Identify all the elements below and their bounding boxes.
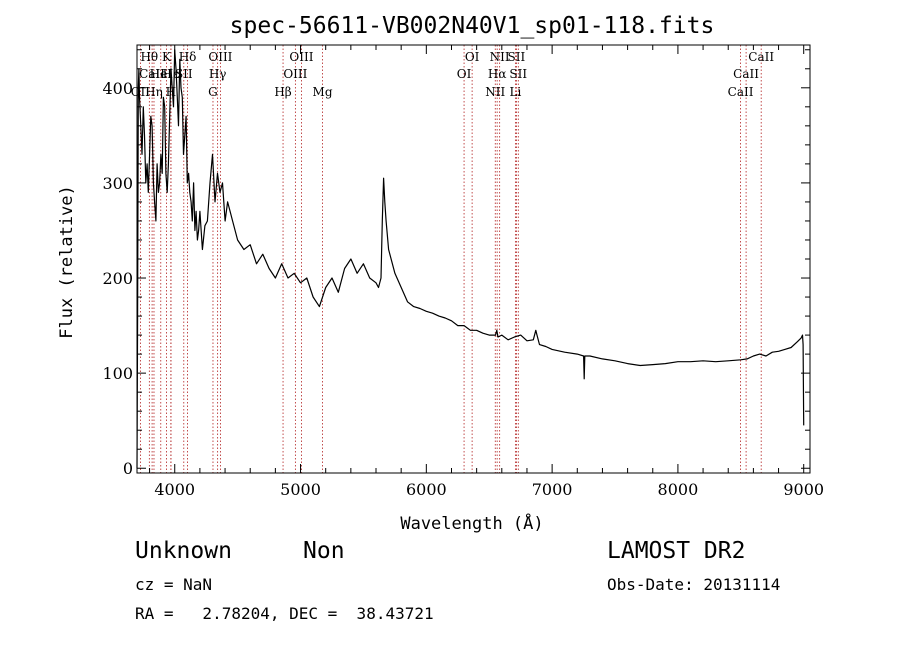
x-tick-label: 7000 <box>532 480 573 499</box>
y-axis: 0 100 200 300 400 <box>102 49 810 478</box>
y-tick-label: 300 <box>102 174 133 193</box>
line-marker-label: CaII <box>139 67 165 81</box>
line-marker-label: Hβ <box>274 85 291 99</box>
object-class: Unknown <box>135 538 232 564</box>
x-tick-label: 5000 <box>280 480 321 499</box>
x-tick-label: 4000 <box>154 480 195 499</box>
line-marker-label: NII <box>490 50 510 64</box>
x-axis: 4000 5000 6000 7000 8000 9000 <box>149 45 824 499</box>
object-subclass: Non <box>303 538 345 564</box>
line-marker-label: OII <box>131 85 151 99</box>
line-marker-label: Hγ <box>209 67 227 81</box>
y-tick-label: 200 <box>102 269 133 288</box>
x-axis-label: Wavelength (Å) <box>400 512 543 534</box>
emission-line-markers <box>139 45 762 473</box>
line-marker-label: OIII <box>283 67 307 81</box>
line-marker-label: OI <box>457 67 472 81</box>
x-tick-label: 6000 <box>406 480 447 499</box>
x-tick-label: 8000 <box>658 480 699 499</box>
line-marker-label: HeI <box>150 67 173 81</box>
y-axis-label: Flux (relative) <box>57 185 77 339</box>
line-marker-label: OI <box>465 50 480 64</box>
line-marker-label: SII <box>508 50 526 64</box>
line-marker-label: OIII <box>289 50 313 64</box>
line-marker-label: CaII <box>748 50 774 64</box>
line-marker-label: OIII <box>208 50 232 64</box>
plot-frame <box>136 44 811 474</box>
line-marker-label: Hθ <box>140 50 158 64</box>
line-marker-label: Mg <box>313 85 333 99</box>
line-marker-label: Hα <box>488 67 507 81</box>
chart-title: spec-56611-VB002N40V1_sp01-118.fits <box>230 13 715 39</box>
line-marker-label: Hδ <box>179 50 197 64</box>
line-marker-label: Hη <box>145 85 163 99</box>
line-marker-label: SII <box>175 67 193 81</box>
line-marker-label: CaII <box>733 67 759 81</box>
coordinates-text: RA = 2.78204, DEC = 38.43721 <box>135 604 434 623</box>
line-marker-label: CaII <box>728 85 754 99</box>
line-marker-label: Li <box>509 85 521 99</box>
y-tick-label: 100 <box>102 364 133 383</box>
line-marker-label: G <box>208 85 218 99</box>
line-marker-label: K <box>162 50 172 64</box>
line-marker-label: SII <box>509 67 527 81</box>
spectrum-series-line <box>136 49 805 469</box>
y-tick-label: 400 <box>102 79 133 98</box>
y-tick-label: 0 <box>123 459 133 478</box>
line-marker-label: NII <box>485 85 505 99</box>
survey-name: LAMOST DR2 <box>607 538 746 564</box>
redshift-text: cz = NaN <box>135 575 213 594</box>
x-tick-label: 9000 <box>783 480 824 499</box>
observation-date: Obs-Date: 20131114 <box>607 575 781 594</box>
